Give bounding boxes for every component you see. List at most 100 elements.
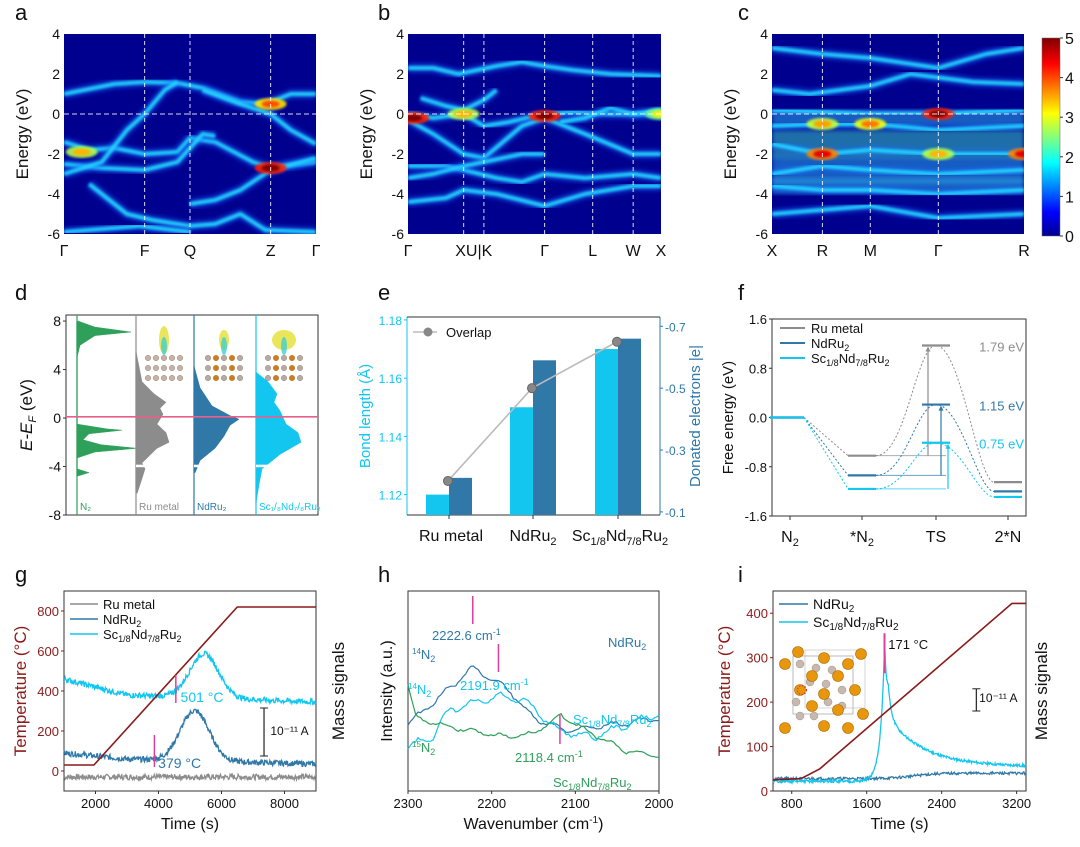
y-tick-label: 2	[52, 66, 60, 82]
y-tick-label: 400	[37, 684, 59, 699]
atom-ru	[837, 685, 847, 695]
y-tick-label: 8	[53, 313, 61, 329]
band-line	[559, 106, 661, 124]
panel-g: 501 °C 379 °C 10⁻¹¹ A 0 200 400 600 800 2000 4000…	[11, 590, 348, 833]
connector-ts	[875, 442, 995, 498]
panel-label-b: b	[378, 0, 390, 25]
legend-label: Sc1/8Nd7/8Ru2	[813, 614, 899, 633]
y2-tick-label: -0.1	[665, 506, 686, 520]
colorbar-tick-label: 2	[1065, 150, 1074, 167]
atom	[212, 365, 219, 372]
colorbar	[1041, 37, 1061, 237]
x-tick-label: 8000	[270, 796, 299, 811]
plot-frame	[407, 590, 660, 792]
y-axis-label: E-EF (eV)	[17, 379, 39, 451]
kpoint-label: Q	[184, 243, 196, 260]
atom-ru	[795, 659, 805, 669]
atom-nd	[857, 708, 869, 720]
y-tick-label: -6	[392, 226, 405, 242]
y-tick-label: -0.8	[745, 460, 767, 475]
colorbar-tick-label: 0	[1065, 229, 1074, 246]
y-tick-label: -2	[48, 146, 61, 162]
atom	[212, 375, 219, 382]
legend-label: Overlap	[446, 325, 492, 340]
bands-group	[64, 77, 316, 234]
mass-signal-NdRu2	[772, 770, 1027, 782]
dos-area-N2	[76, 320, 138, 477]
kpoint-label: L	[588, 243, 597, 260]
dos-area-Sc18Nd78Ru2	[255, 371, 302, 503]
overlap-point	[527, 383, 537, 394]
kpoint-label: Γ	[60, 243, 69, 260]
atom-nd	[792, 646, 804, 658]
isosurface-cyan	[161, 337, 167, 355]
y-tick-label: 300	[746, 651, 768, 666]
y-tick-label: 0	[52, 106, 60, 122]
panel-label-a: a	[15, 0, 28, 25]
atom	[273, 365, 280, 372]
atom	[204, 365, 211, 372]
x-tick-label: 800	[781, 796, 803, 811]
legend-label: Sc1/8Nd7/8Ru2	[103, 627, 181, 644]
dos-column-label: Ru metal	[139, 502, 179, 513]
atom	[144, 375, 151, 382]
x-tick-label: Sc1/8Nd7/8Ru2	[572, 528, 668, 548]
y-tick-label: 200	[37, 724, 59, 739]
atom	[297, 355, 304, 362]
legend-label: Ru metal	[103, 597, 155, 612]
kpoint-label: X	[656, 243, 667, 260]
panel-label-h: h	[378, 562, 390, 587]
bar-bond-length	[510, 407, 533, 515]
band-line	[64, 80, 179, 176]
gas-label: 14N2	[408, 682, 431, 699]
dos-area-NdRu2	[193, 365, 240, 473]
connector	[803, 417, 849, 490]
intensity-hotspot-core	[72, 148, 91, 156]
atom-ru	[795, 711, 805, 721]
kpoint-label: XU|K	[455, 243, 492, 260]
isosurface-cyan	[281, 337, 287, 355]
bands-group	[408, 57, 661, 211]
atom-nd	[855, 648, 867, 660]
panel-f: 1.6 0.8 0.0 -0.8 -1.6 Free energy (eV) N2 *N2 TS…	[720, 312, 1027, 549]
atom	[168, 355, 175, 362]
atom	[168, 365, 175, 372]
y-tick-label: -4	[392, 186, 405, 202]
legend-label: NdRu2	[103, 612, 141, 629]
atom	[176, 375, 183, 382]
panel-b: 4 2 0 -2 -4 -6 Energy (eV) Γ XU|K Γ L W X	[357, 26, 667, 260]
atom-nd	[779, 658, 791, 670]
temperature-profile	[64, 606, 316, 766]
panel-d: N₂ Ru metal NdRu₂ Sc₁/₈Nd₇/₈Ru₂ 8 4 0 -4 -8 E-EF …	[17, 313, 321, 523]
barrier-arrow-head	[945, 443, 951, 449]
atom	[176, 365, 183, 372]
legend-label: NdRu2	[811, 336, 849, 353]
x-tick-label: 2400	[927, 796, 956, 811]
kpoint-label: R	[817, 243, 829, 260]
annotation-label: 501 °C	[181, 689, 224, 705]
mass-signal-Sc1-8Nd7-8Ru2	[772, 649, 1027, 785]
mass-signal-Sc18Nd78Ru2	[63, 650, 317, 706]
panel-label-c: c	[738, 0, 749, 25]
y2-axis-label: Mass signals	[1032, 642, 1051, 740]
atom	[265, 375, 272, 382]
atom-nd	[806, 700, 818, 712]
x-tick-label: 2000	[81, 796, 110, 811]
y-tick-label: 4	[396, 26, 404, 42]
atom	[204, 355, 211, 362]
panel-e: Ru metal NdRu2 Sc1/8Nd7/8Ru2 1.12 1.14 1.16 1.…	[357, 314, 704, 548]
kpoint-label: Γ	[312, 243, 321, 260]
y-axis-label: Temperature (°C)	[11, 626, 30, 757]
y-tick-label: -6	[48, 226, 61, 242]
annotation-label: 379 °C	[158, 755, 201, 771]
bar-donated-electrons	[449, 477, 472, 515]
atom-nd	[806, 670, 818, 682]
y-tick-label: 1.14	[379, 430, 403, 444]
atom	[236, 355, 243, 362]
y2-tick-label: -0.5	[665, 382, 686, 396]
barrier-arrow-head	[925, 346, 931, 352]
band-line	[64, 224, 191, 234]
x-axis-label: Wavenumber (cm-1)	[464, 815, 604, 833]
panel-label-e: e	[378, 280, 390, 305]
